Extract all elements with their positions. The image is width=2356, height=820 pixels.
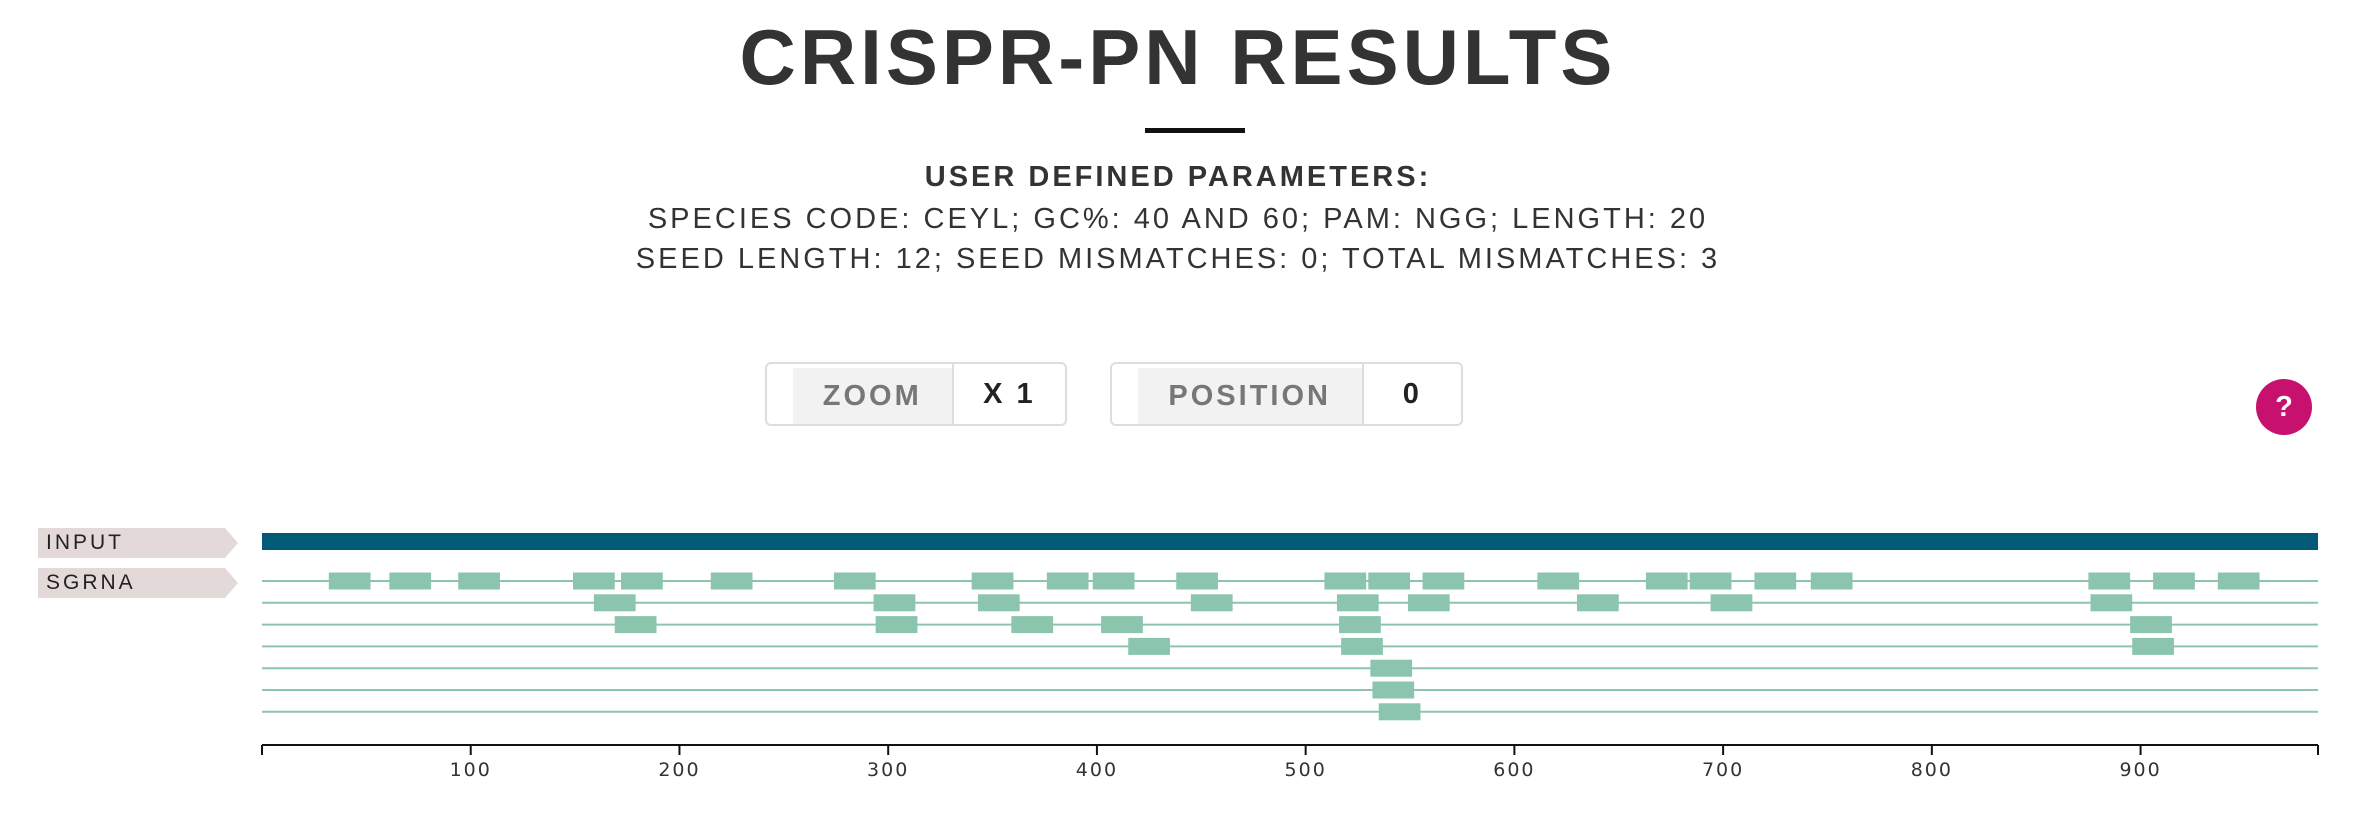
sgrna-hit[interactable] — [710, 572, 753, 590]
sgrna-hit[interactable] — [875, 616, 918, 634]
sgrna-hit[interactable] — [873, 594, 916, 612]
sgrna-hit[interactable] — [1537, 572, 1580, 590]
position-axis: 100 200 300 400 500 600 700 800 900 — [261, 744, 2319, 781]
sgrna-hit[interactable] — [1378, 703, 1421, 721]
sgrna-hit[interactable] — [1101, 616, 1143, 634]
sgrna-hits — [328, 572, 2260, 721]
sgrna-hit[interactable] — [1422, 572, 1465, 590]
zoom-control[interactable]: ZOOM X 1 — [765, 362, 1067, 426]
sgrna-hit[interactable] — [977, 594, 1020, 612]
position-value[interactable]: 0 — [1361, 364, 1461, 424]
sgrna-hit[interactable] — [1190, 594, 1233, 612]
parameters-line-1: SPECIES CODE: CEYL; GC%: 40 AND 60; PAM:… — [647, 203, 1709, 235]
sgrna-hit[interactable] — [1407, 594, 1450, 612]
sgrna-track-label: SGRNA — [38, 568, 238, 598]
sgrna-hit[interactable] — [1046, 572, 1089, 590]
axis-tick-label: 300 — [867, 759, 909, 781]
sgrna-hit[interactable] — [573, 572, 615, 590]
sgrna-hit[interactable] — [1577, 594, 1619, 612]
sgrna-hit[interactable] — [2090, 594, 2133, 612]
sgrna-hit[interactable] — [2132, 637, 2174, 655]
parameters-heading: USER DEFINED PARAMETERS: — [924, 161, 1432, 193]
input-sequence-bar[interactable] — [262, 533, 2318, 550]
sgrna-hit[interactable] — [1370, 659, 1413, 677]
sgrna-hit[interactable] — [1176, 572, 1218, 590]
sgrna-hit[interactable] — [833, 572, 876, 590]
sgrna-hit[interactable] — [1372, 681, 1415, 699]
sgrna-hit[interactable] — [1754, 572, 1797, 590]
sgrna-hit[interactable] — [1324, 572, 1367, 590]
axis-tick-label: 200 — [658, 759, 700, 781]
sgrna-hit[interactable] — [1810, 572, 1853, 590]
sgrna-hit[interactable] — [389, 572, 432, 590]
sgrna-hit[interactable] — [1710, 594, 1753, 612]
sgrna-hit[interactable] — [2088, 572, 2131, 590]
sgrna-hit[interactable] — [2153, 572, 2195, 590]
sgrna-hit[interactable] — [2130, 616, 2172, 634]
sgrna-row-lines — [262, 580, 2318, 713]
zoom-value[interactable]: X 1 — [951, 364, 1065, 424]
axis-tick-label: 400 — [1076, 759, 1118, 781]
sgrna-hit[interactable] — [458, 572, 500, 590]
position-control[interactable]: POSITION 0 — [1110, 362, 1463, 426]
sgrna-hit[interactable] — [1368, 572, 1411, 590]
sgrna-hit[interactable] — [614, 616, 657, 634]
zoom-label: ZOOM — [792, 368, 952, 424]
axis-tick-label: 500 — [1285, 759, 1327, 781]
axis-tick-label: 800 — [1911, 759, 1953, 781]
sgrna-hit[interactable] — [1011, 616, 1054, 634]
axis-tick-label: 100 — [450, 759, 492, 781]
title-divider — [1145, 128, 1245, 133]
axis-tick-label: 600 — [1493, 759, 1535, 781]
page-title: CRISPR-PN RESULTS — [739, 13, 1617, 101]
axis-tick-label: 900 — [2119, 759, 2161, 781]
sgrna-hit[interactable] — [1092, 572, 1135, 590]
sgrna-hit[interactable] — [1689, 572, 1732, 590]
sgrna-hit[interactable] — [1645, 572, 1688, 590]
sgrna-hit[interactable] — [971, 572, 1014, 590]
sgrna-hit[interactable] — [2217, 572, 2260, 590]
position-label: POSITION — [1137, 368, 1362, 424]
sgrna-hit[interactable] — [1336, 594, 1379, 612]
sgrna-hit[interactable] — [621, 572, 663, 590]
parameters-line-2: SEED LENGTH: 12; SEED MISMATCHES: 0; TOT… — [635, 243, 1721, 275]
sgrna-hit[interactable] — [328, 572, 371, 590]
sgrna-hit[interactable] — [1128, 637, 1170, 655]
input-track-label: INPUT — [38, 528, 238, 558]
axis-tick-label: 700 — [1702, 759, 1744, 781]
sgrna-hit[interactable] — [593, 594, 636, 612]
help-button[interactable]: ? — [2256, 379, 2312, 435]
sgrna-hit[interactable] — [1341, 637, 1383, 655]
sgrna-hit[interactable] — [1339, 616, 1381, 634]
